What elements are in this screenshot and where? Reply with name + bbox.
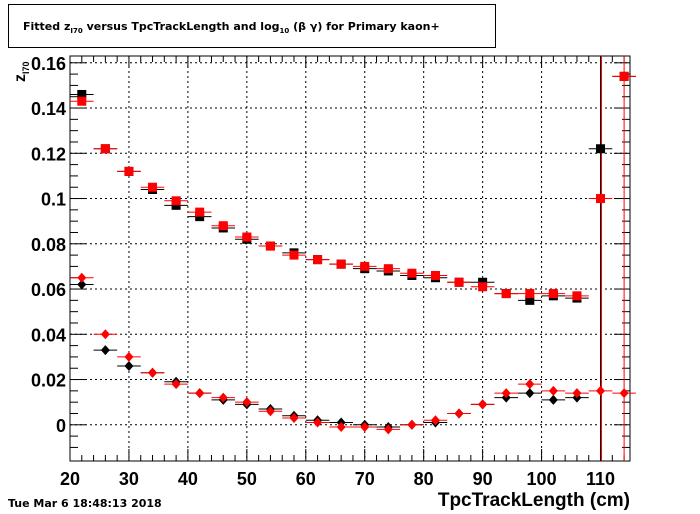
y-tick-label: 0.04: [31, 325, 66, 345]
square-marker: [195, 212, 205, 222]
x-tick-label: 110: [586, 469, 615, 489]
square-marker: [572, 291, 582, 301]
square-marker: [478, 277, 488, 287]
square-marker: [77, 89, 87, 99]
square-marker: [383, 264, 393, 274]
diamond-marker: [478, 399, 488, 410]
diamond-marker: [336, 422, 346, 433]
diamond-marker: [100, 329, 110, 340]
diamond-marker: [548, 385, 558, 396]
axis-ticks: [69, 56, 630, 461]
x-tick-label: 100: [527, 469, 557, 489]
diamond-marker: [195, 388, 205, 399]
grid-lines: [70, 56, 630, 461]
square-marker: [478, 282, 488, 292]
x-tick-label: 30: [119, 469, 139, 489]
y-tick-label: 0: [56, 416, 66, 436]
x-tick-label: 80: [414, 469, 434, 489]
chart-title: Fitted zI70 versus TpcTrackLength and lo…: [23, 20, 440, 35]
x-tick-label: 90: [473, 469, 493, 489]
square-marker: [430, 270, 440, 280]
x-tick-label: 70: [355, 469, 375, 489]
title-box: Fitted zI70 versus TpcTrackLength and lo…: [8, 4, 496, 48]
y-tick-label: 0.16: [31, 54, 66, 74]
diamond-marker: [407, 419, 417, 430]
diamond-marker: [383, 424, 393, 435]
square-marker: [265, 241, 275, 251]
diamond-marker: [242, 397, 252, 408]
vertical-lines: [600, 56, 625, 461]
y-tick-label: 0.1: [41, 190, 66, 210]
y-axis-title: zI70: [12, 61, 31, 82]
square-marker: [525, 289, 535, 299]
diamond-marker: [619, 388, 629, 399]
diamond-marker: [548, 394, 558, 405]
y-tick-label: 0.08: [31, 235, 66, 255]
diamond-marker: [501, 388, 511, 399]
plot-frame: [69, 55, 631, 462]
x-tick-label: 50: [237, 469, 257, 489]
y-tick-label: 0.14: [31, 99, 66, 119]
timestamp: Tue Mar 6 18:48:13 2018: [8, 497, 162, 510]
x-tick-label: 40: [178, 469, 198, 489]
square-marker: [195, 207, 205, 217]
square-marker: [501, 289, 511, 299]
diamond-marker: [313, 417, 323, 428]
diamond-marker: [596, 385, 606, 396]
diamond-marker: [572, 388, 582, 399]
title-mid: versus TpcTrackLength and log: [82, 20, 280, 33]
diamond-marker: [525, 379, 535, 390]
diamond-marker: [77, 279, 87, 290]
square-marker: [124, 166, 134, 176]
diamond-marker: [454, 408, 464, 419]
diamond-marker: [218, 392, 228, 403]
diamond-marker: [525, 388, 535, 399]
title-pre: Fitted z: [23, 20, 71, 33]
diamond-marker: [124, 360, 134, 371]
y-tick-label: 0.12: [31, 144, 66, 164]
tick-labels: 20 30 40 50 60 70 80 90 100 110 0 0.02 0.04 0.06 0.08 0…: [31, 54, 615, 489]
square-marker: [100, 144, 110, 154]
diamond-marker: [265, 406, 275, 417]
square-marker: [407, 268, 417, 278]
diamond-marker: [124, 351, 134, 362]
title-sub1: I70: [70, 27, 83, 36]
square-marker: [548, 289, 558, 299]
square-marker: [171, 196, 181, 206]
square-marker: [619, 71, 629, 81]
y-axis-title-main: z: [12, 74, 29, 82]
diamond-marker: [360, 422, 370, 433]
title-sub2: 10: [279, 27, 290, 36]
data-marks: [70, 71, 636, 435]
title-post: (β γ) for Primary kaon+: [289, 20, 440, 33]
diamond-marker: [148, 367, 158, 378]
diamond-marker: [100, 345, 110, 356]
x-tick-label: 20: [60, 469, 80, 489]
square-marker: [77, 96, 87, 106]
y-tick-label: 0.06: [31, 280, 66, 300]
x-tick-label: 60: [296, 469, 316, 489]
square-marker: [218, 221, 228, 231]
square-marker: [242, 232, 252, 242]
diamond-marker: [289, 413, 299, 424]
square-marker: [148, 182, 158, 192]
square-marker: [454, 277, 464, 287]
square-marker: [313, 255, 323, 265]
square-marker: [171, 200, 181, 210]
diamond-marker: [430, 415, 440, 426]
square-marker: [360, 261, 370, 271]
diamond-marker: [77, 272, 87, 283]
square-marker: [596, 144, 606, 154]
diamond-marker: [171, 379, 181, 390]
y-axis-title-sub: I70: [21, 61, 32, 74]
square-marker: [336, 259, 346, 269]
square-marker: [525, 295, 535, 305]
y-tick-label: 0.02: [31, 371, 66, 391]
square-marker: [289, 250, 299, 260]
x-axis-title: TpcTrackLength (cm): [437, 490, 630, 511]
square-marker: [596, 194, 606, 204]
